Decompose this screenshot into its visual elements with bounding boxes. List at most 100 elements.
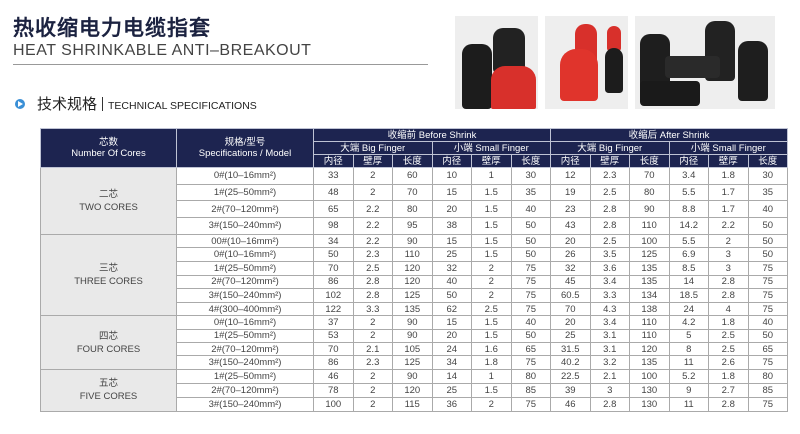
value-cell: 75 (747, 288, 788, 303)
arrow-circle-icon (15, 98, 25, 109)
section-title-en: TECHNICAL SPECIFICATIONS (108, 99, 257, 112)
spec-model-cell: 3#(150–240mm²) (176, 288, 314, 303)
value-cell: 1.5 (471, 233, 512, 249)
value-cell: 8.5 (668, 260, 709, 276)
value-cell: 26 (550, 247, 591, 262)
table-row: 3#(150–240mm²) 100 2 115 36 2 75 46 2.8 130 11 2.8 7… (41, 396, 788, 412)
spec-model-cell: 1#(25–50mm²) (176, 368, 314, 384)
value-cell: 86 (313, 355, 354, 370)
value-cell: 11 (668, 396, 709, 412)
value-cell: 2 (471, 260, 512, 276)
value-cell: 1.8 (708, 368, 749, 384)
section-heading: 技术规格 TECHNICAL SPECIFICATIONS (15, 93, 257, 114)
value-cell: 3.1 (589, 328, 630, 344)
value-cell: 75 (747, 396, 788, 412)
value-cell: 1.5 (471, 382, 512, 398)
value-cell: 1.7 (708, 183, 749, 202)
value-cell: 105 (392, 342, 433, 357)
value-cell: 2.2 (352, 217, 393, 235)
value-cell: 135 (629, 260, 670, 276)
value-cell: 50 (747, 233, 788, 249)
core-group-label: 四芯 FOUR CORES (40, 315, 177, 370)
value-cell: 2.2 (708, 217, 749, 235)
value-cell: 86 (313, 274, 354, 290)
value-cell: 1.8 (708, 167, 749, 185)
value-cell: 1.5 (471, 217, 512, 235)
subheader-length: 长度 (747, 154, 788, 168)
value-cell: 2.8 (352, 274, 393, 290)
table-row: 1#(25–50mm²) 48 2 70 15 1.5 35 19 2.5 80 5.5 1.7 35 (41, 183, 788, 202)
spec-model-cell: 1#(25–50mm²) (176, 328, 314, 344)
section-divider (102, 96, 104, 111)
value-cell: 2.3 (589, 167, 630, 185)
subheader-wall-thickness: 壁厚 (589, 154, 630, 168)
value-cell: 24 (668, 301, 709, 317)
value-cell: 80 (392, 200, 433, 219)
value-cell: 1.5 (471, 247, 512, 262)
section-title-cn: 技术规格 (37, 95, 98, 113)
value-cell: 30 (510, 167, 551, 185)
value-cell: 90 (392, 233, 433, 249)
value-cell: 2 (352, 183, 393, 202)
value-cell: 15 (431, 315, 472, 330)
value-cell: 12 (550, 167, 591, 185)
table-row: 1#(25–50mm²) 53 2 90 20 1.5 50 25 3.1 110 5 2.5 50 (41, 328, 788, 344)
value-cell: 2.2 (352, 200, 393, 219)
value-cell: 120 (392, 274, 433, 290)
value-cell: 50 (747, 247, 788, 262)
subheader-wall-thickness: 壁厚 (708, 154, 749, 168)
value-cell: 14.2 (668, 217, 709, 235)
value-cell: 32 (431, 260, 472, 276)
value-cell: 3 (708, 260, 749, 276)
value-cell: 3.6 (589, 260, 630, 276)
value-cell: 75 (510, 301, 551, 317)
value-cell: 2.1 (589, 368, 630, 384)
value-cell: 1.8 (708, 315, 749, 330)
page-title-en: HEAT SHRINKABLE ANTI–BREAKOUT (13, 42, 312, 59)
value-cell: 130 (629, 396, 670, 412)
value-cell: 5.5 (668, 183, 709, 202)
value-cell: 25 (431, 247, 472, 262)
table-row: 二芯 TWO CORES 0#(10–16mm²) 33 2 60 10 1 30 12 2.3 70… (40, 167, 788, 235)
value-cell: 3.2 (589, 355, 630, 370)
table-row: 2#(70–120mm²) 78 2 120 25 1.5 85 39 3 130 9 2.7 85 (41, 382, 788, 398)
value-cell: 122 (313, 301, 354, 317)
value-cell: 53 (313, 328, 354, 344)
value-cell: 80 (747, 368, 788, 384)
value-cell: 2.5 (352, 260, 393, 276)
value-cell: 100 (313, 396, 354, 412)
value-cell: 50 (510, 217, 551, 235)
value-cell: 8.8 (668, 200, 709, 219)
core-group-label: 五芯 FIVE CORES (40, 368, 177, 412)
core-group-label: 二芯 TWO CORES (40, 167, 177, 235)
value-cell: 80 (510, 368, 551, 384)
value-cell: 3.3 (589, 288, 630, 303)
value-cell: 2.5 (471, 301, 512, 317)
value-cell: 2.8 (708, 396, 749, 412)
value-cell: 134 (629, 288, 670, 303)
value-cell: 2.3 (352, 247, 393, 262)
spec-model-cell: 4#(300–400mm²) (176, 301, 314, 317)
header-before-small: 小端 Small Finger (431, 141, 551, 155)
value-cell: 135 (629, 274, 670, 290)
value-cell: 40 (510, 315, 551, 330)
spec-model-cell: 2#(70–120mm²) (176, 342, 314, 357)
spec-model-cell: 3#(150–240mm²) (176, 396, 314, 412)
value-cell: 65 (747, 342, 788, 357)
subheader-length: 长度 (392, 154, 433, 168)
value-cell: 46 (313, 368, 354, 384)
value-cell: 3.4 (589, 274, 630, 290)
value-cell: 2.2 (352, 233, 393, 249)
value-cell: 2 (708, 233, 749, 249)
table-row: 3#(150–240mm²) 86 2.3 125 34 1.8 75 40.2 3.2 135 1… (41, 355, 788, 370)
value-cell: 18.5 (668, 288, 709, 303)
spec-model-cell: 2#(70–120mm²) (176, 274, 314, 290)
value-cell: 138 (629, 301, 670, 317)
value-cell: 90 (392, 368, 433, 384)
value-cell: 39 (550, 382, 591, 398)
value-cell: 110 (629, 328, 670, 344)
value-cell: 1.5 (471, 183, 512, 202)
value-cell: 8 (668, 342, 709, 357)
value-cell: 2 (352, 382, 393, 398)
